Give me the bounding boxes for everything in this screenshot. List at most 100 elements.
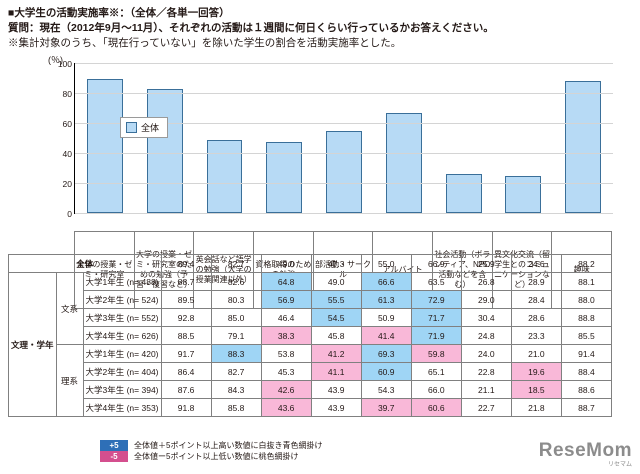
data-value: 54.3 xyxy=(360,380,412,399)
data-value: 38.3 xyxy=(260,326,312,345)
y-tick-label: 80 xyxy=(62,89,72,99)
plot-area: 0 20 40 60 80 100 xyxy=(58,60,613,218)
data-value: 66.6 xyxy=(360,272,412,291)
data-value: 28.9 xyxy=(510,272,562,291)
data-value: 88.5 xyxy=(160,326,212,345)
data-value: 21.1 xyxy=(460,380,512,399)
data-value: 29.0 xyxy=(460,290,512,309)
data-value: 42.6 xyxy=(260,380,312,399)
row-label: 大学3年生 (n= 552) xyxy=(82,308,162,327)
data-value: 46.4 xyxy=(260,308,312,327)
table-row: 全体 89.4 82.7 49.0 47.3 55.0 66.9 25.9 24.6 88.2 xyxy=(8,254,613,273)
total-value: 47.3 xyxy=(310,254,362,273)
data-value: 85.5 xyxy=(560,326,613,345)
table-row: 大学3年生 (n= 394) 87.6 84.3 42.6 43.9 54.3 66.0 21… xyxy=(9,380,613,399)
table-row: 大学2年生 (n= 524) 89.5 80.3 56.9 55.5 61.3 72.9 29… xyxy=(9,290,613,309)
bar xyxy=(326,130,362,213)
data-value: 91.8 xyxy=(160,398,212,417)
bar xyxy=(445,174,482,213)
data-value: 45.8 xyxy=(310,326,362,345)
bar-slot xyxy=(434,63,494,213)
data-value: 82.6 xyxy=(210,272,262,291)
bar xyxy=(206,139,243,213)
y-tick-label: 20 xyxy=(62,179,72,189)
y-tick-label: 100 xyxy=(57,59,72,69)
watermark-sub: リセマム xyxy=(607,462,632,468)
gridline: 80 xyxy=(63,90,613,98)
data-value: 49.0 xyxy=(310,272,362,291)
group-label: 理系 xyxy=(55,344,84,417)
bar-slot xyxy=(314,63,374,213)
row-label: 大学1年生 (n= 488) xyxy=(82,272,162,291)
data-value: 71.7 xyxy=(410,308,462,327)
data-value: 80.3 xyxy=(210,290,262,309)
data-value: 72.9 xyxy=(410,290,462,309)
bar xyxy=(565,80,602,213)
y-axis-label: (％) xyxy=(48,55,63,65)
gridline: 40 xyxy=(63,150,613,158)
watermark: ReseMom リセマム xyxy=(539,440,632,468)
data-value: 88.3 xyxy=(210,344,262,363)
data-value: 84.3 xyxy=(210,380,262,399)
data-value: 66.0 xyxy=(410,380,462,399)
minus-badge: -5 xyxy=(100,451,128,462)
watermark-main: ReseMom xyxy=(538,440,632,461)
table-row: 理系 大学1年生 (n= 420) 91.7 88.3 53.8 41.2 69.3 59.8… xyxy=(9,344,613,417)
data-value: 55.5 xyxy=(310,290,362,309)
data-value: 41.2 xyxy=(310,344,362,363)
bar xyxy=(505,176,542,213)
data-value: 60.6 xyxy=(410,398,462,417)
data-value: 41.4 xyxy=(360,326,412,345)
data-value: 65.1 xyxy=(410,362,462,381)
data-value: 88.8 xyxy=(560,308,613,327)
total-value: 82.7 xyxy=(210,254,262,273)
total-value: 55.0 xyxy=(360,254,412,273)
row-label: 大学4年生 (n= 626) xyxy=(82,326,162,345)
data-value: 91.4 xyxy=(560,344,613,363)
data-value: 88.0 xyxy=(560,290,613,309)
data-value: 21.0 xyxy=(510,344,562,363)
bar-slot xyxy=(374,63,434,213)
data-table: 全体 89.4 82.7 49.0 47.3 55.0 66.9 25.9 24.6 88.2 文理… xyxy=(8,254,613,417)
data-value: 91.7 xyxy=(160,344,212,363)
legend-label: 全体 xyxy=(141,123,160,133)
total-value: 66.9 xyxy=(410,254,462,273)
data-value: 50.9 xyxy=(360,308,412,327)
data-value: 64.8 xyxy=(260,272,312,291)
total-value: 88.2 xyxy=(560,254,613,273)
data-value: 53.8 xyxy=(260,344,312,363)
y-tick-label: 0 xyxy=(67,209,72,219)
bar-slot xyxy=(493,63,553,213)
bar-slot xyxy=(75,63,135,213)
data-value: 56.9 xyxy=(260,290,312,309)
data-value: 19.6 xyxy=(510,362,562,381)
row-label: 大学3年生 (n= 394) xyxy=(82,380,162,399)
data-value: 88.4 xyxy=(560,362,613,381)
plus-badge: +5 xyxy=(100,440,128,451)
bar-slot xyxy=(254,63,314,213)
footnote: +5 全体値＋5ポイント以上高い数値に白抜き青色網掛け -5 全体値ー5ポイント… xyxy=(100,440,322,462)
group-axis-label: 文理・学年 xyxy=(8,272,57,417)
row-label: 大学4年生 (n= 353) xyxy=(82,398,162,417)
y-tick-label: 40 xyxy=(62,149,72,159)
total-value: 49.0 xyxy=(260,254,312,273)
data-value: 87.6 xyxy=(160,380,212,399)
data-value: 28.6 xyxy=(510,308,562,327)
bar-series xyxy=(75,63,613,213)
data-value: 61.3 xyxy=(360,290,412,309)
data-value: 39.7 xyxy=(360,398,412,417)
data-value: 22.8 xyxy=(460,362,512,381)
data-value: 88.7 xyxy=(160,272,212,291)
data-value: 45.3 xyxy=(260,362,312,381)
total-value: 89.4 xyxy=(160,254,212,273)
bar-chart: (％) 0 20 40 60 80 100 全体 大学の授業・ゼミ・研究室 大学の授業・ゼミ… xyxy=(0,55,640,309)
data-value: 18.5 xyxy=(510,380,562,399)
y-tick-label: 60 xyxy=(62,119,72,129)
group-label: 文系 xyxy=(55,272,84,345)
data-value: 21.8 xyxy=(510,398,562,417)
bar xyxy=(385,112,422,213)
row-label: 大学2年生 (n= 404) xyxy=(82,362,162,381)
table-row: 文理・学年 文系 大学1年生 (n= 488) 88.7 82.6 64.8 49.0 66.… xyxy=(8,272,613,417)
data-value: 85.8 xyxy=(210,398,262,417)
data-value: 26.8 xyxy=(460,272,512,291)
